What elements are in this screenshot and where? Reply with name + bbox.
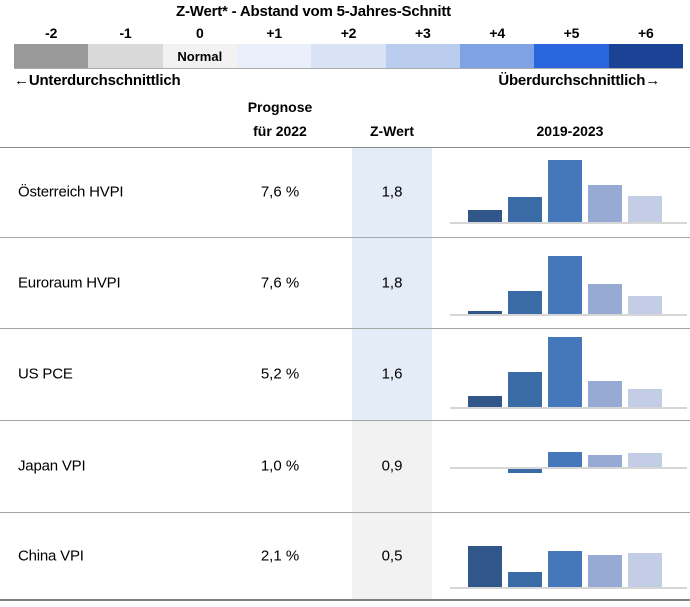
spark-bar-2019 <box>468 546 502 587</box>
sparkline-axis <box>450 587 687 589</box>
spark-bar-2022 <box>588 185 622 222</box>
row-zwert-value: 1,8 <box>381 274 403 291</box>
row-zwert-value: 0,5 <box>381 547 403 564</box>
row-prognose-value: 2,1 % <box>260 547 300 564</box>
sparkline-axis <box>450 222 687 224</box>
row-label: Japan VPI <box>18 457 86 475</box>
spark-bar-2022 <box>588 455 622 467</box>
zscale-tick-label: +3 <box>415 25 431 41</box>
row-prognose-value: 7,6 % <box>260 183 300 201</box>
row-prognose-value: 5,2 % <box>260 365 300 383</box>
zscale-tick-label: +6 <box>638 25 654 41</box>
zscale-tick-label: 0 <box>196 25 204 41</box>
table-row: Japan VPI 1,0 % 0,9 <box>0 420 690 512</box>
spark-bar-2020 <box>508 469 542 473</box>
spark-bar-2020 <box>508 372 542 407</box>
sparkline-axis <box>450 467 687 469</box>
row-prognose-value: 1,0 % <box>260 457 300 475</box>
sparkline-chart <box>450 512 688 599</box>
zscale-segment-+6 <box>608 44 683 68</box>
zscale-segment--1 <box>88 44 163 68</box>
spark-bar-2019 <box>468 311 502 314</box>
spark-bar-2022 <box>588 284 622 314</box>
zscale-segment-+4 <box>459 44 535 68</box>
spark-bar-2021 <box>548 160 582 222</box>
left-arrow-icon: ← <box>14 72 29 89</box>
sparkline-axis <box>450 314 687 316</box>
table-bottom-border <box>0 599 690 601</box>
row-label: China VPI <box>18 547 84 564</box>
zscale-tick-label: +4 <box>489 25 505 41</box>
zwert-column-band-normal <box>352 420 432 599</box>
zscale-segment-+2 <box>311 44 386 68</box>
right-arrow-icon: → <box>645 72 660 89</box>
sparkline-chart <box>450 420 688 512</box>
spark-bar-2021 <box>548 337 582 407</box>
spark-bar-2022 <box>588 381 622 407</box>
row-prognose-value: 7,6 % <box>260 274 300 291</box>
row-label: US PCE <box>18 365 73 383</box>
zscale-segment--2 <box>14 44 89 68</box>
zscale-tick-label: -1 <box>119 25 132 41</box>
row-divider-line <box>0 512 690 513</box>
col-header-prognose-line2: für 2022 <box>253 123 307 139</box>
zscale-labels: -2 -1 0 +1 +2 +3 +4 +5 +6 <box>14 25 683 43</box>
zscale-segment-+1 <box>236 44 312 68</box>
col-header-years: 2019-2023 <box>536 123 604 139</box>
zscale-tick-label: +5 <box>563 25 580 41</box>
spark-bar-2023 <box>628 296 662 314</box>
table-row: US PCE 5,2 % 1,6 <box>0 328 690 420</box>
above-average-label: Überdurchschnittlich→ <box>498 72 660 89</box>
zscale-segment-+5 <box>534 44 609 68</box>
spark-bar-2022 <box>588 555 622 587</box>
row-zwert-value: 1,8 <box>381 183 403 201</box>
spark-bar-2021 <box>548 256 582 314</box>
row-divider-line <box>0 420 690 421</box>
spark-bar-2021 <box>548 452 582 467</box>
below-average-label: ←Unterdurchschnittlich <box>14 72 181 89</box>
above-average-text: Überdurchschnittlich <box>498 72 646 89</box>
row-label: Euroraum HVPI <box>18 274 121 291</box>
col-header-prognose-line1: Prognose <box>247 99 313 115</box>
sparkline-chart <box>450 237 688 328</box>
zscale-segment-0: Normal <box>162 44 237 68</box>
spark-bar-2020 <box>508 572 542 587</box>
spark-bar-2020 <box>508 197 542 222</box>
zscale-segment-+3 <box>385 44 460 68</box>
zscale-color-bar: Normal <box>14 44 683 69</box>
table-row: Euroraum HVPI 7,6 % 1,8 <box>0 237 690 328</box>
table-row: Österreich HVPI 7,6 % 1,8 <box>0 147 690 237</box>
row-divider-line <box>0 328 690 329</box>
zwert-column-band-high <box>352 147 432 420</box>
zscale-tick-label: -2 <box>45 25 58 41</box>
spark-bar-2023 <box>628 196 662 222</box>
row-zwert-value: 0,9 <box>381 457 403 475</box>
row-divider-line <box>0 237 690 238</box>
spark-bar-2021 <box>548 551 582 587</box>
spark-bar-2023 <box>628 453 662 467</box>
below-average-text: Unterdurchschnittlich <box>28 72 181 89</box>
zscale-tick-label: +2 <box>340 25 357 41</box>
spark-bar-2023 <box>628 553 662 587</box>
row-zwert-value: 1,6 <box>381 365 403 383</box>
sparkline-axis <box>450 407 687 409</box>
zscale-normal-label: Normal <box>177 48 223 64</box>
row-label: Österreich HVPI <box>18 183 124 201</box>
table-header: Prognose für 2022 Z-Wert 2019-2023 <box>0 95 690 147</box>
col-header-prognose: Prognose für 2022 <box>230 95 330 143</box>
sparkline-chart <box>450 328 688 420</box>
sparkline-chart <box>450 147 688 237</box>
zscale-tick-label: +1 <box>266 25 282 41</box>
page-title: Z-Wert* - Abstand vom 5-Jahres-Schnitt <box>176 3 451 20</box>
spark-bar-2023 <box>628 389 662 407</box>
header-divider-line <box>0 147 690 148</box>
zscale-direction-labels: ←Unterdurchschnittlich Überdurchschnittl… <box>14 72 660 92</box>
table-row: China VPI 2,1 % 0,5 <box>0 512 690 599</box>
col-header-zwert: Z-Wert <box>369 123 415 139</box>
spark-bar-2020 <box>508 291 542 314</box>
spark-bar-2019 <box>468 210 502 222</box>
spark-bar-2019 <box>468 396 502 407</box>
